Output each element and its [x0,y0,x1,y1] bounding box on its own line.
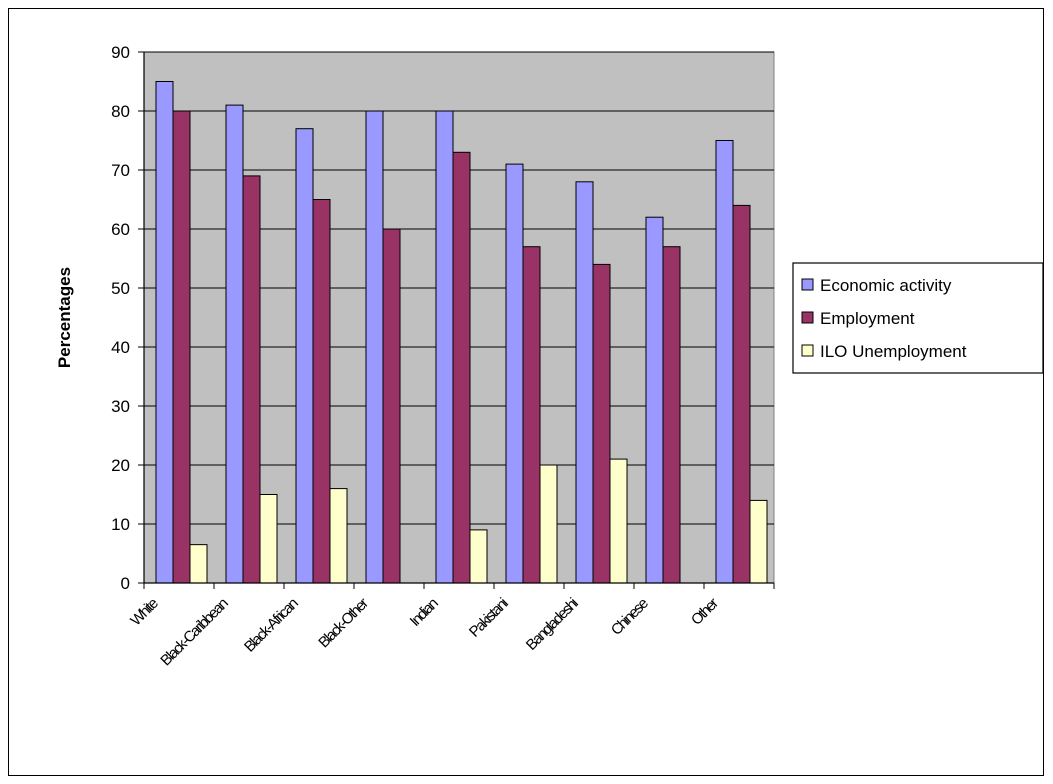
bar-ilo-unemployment-black-african [329,488,348,584]
y-tick-label: 70 [111,161,130,180]
legend-swatch [801,278,814,291]
axes [138,51,775,589]
y-tick-label: 30 [111,397,130,416]
bar-economic-activity-other [715,140,734,584]
bar-ilo-unemployment-indian [469,529,488,584]
x-tick-label: Black-Other [315,595,372,652]
y-tick-label: 60 [111,220,130,239]
y-axis-title: Percentages [55,267,74,368]
bars [155,81,768,584]
x-tick-label: Bangladeshi [523,595,582,654]
bar-economic-activity-black-other [365,110,384,584]
bar-ilo-unemployment-white [189,544,208,584]
bar-ilo-unemployment-other [749,499,768,584]
y-tick-label: 80 [111,102,130,121]
bar-economic-activity-white [155,81,174,584]
y-tick-label: 20 [111,456,130,475]
bar-employment-other [732,204,751,584]
x-tick-label: Indian [407,595,442,630]
x-tick-label: Other [688,595,722,629]
bar-economic-activity-bangladeshi [575,181,594,584]
x-tick-label: Black-African [241,595,302,656]
y-tick-labels: 0 10 20 30 40 50 60 70 80 90 [111,43,130,593]
bar-employment-black-african [312,199,331,584]
x-tick-label: White [127,595,161,629]
legend: Economic activity Employment ILO Unemploym… [792,262,1044,374]
y-tick-label: 10 [111,515,130,534]
legend-label: Employment [820,309,915,328]
bar-ilo-unemployment-pakistani [539,464,558,584]
bar-economic-activity-black-caribbean [225,104,244,584]
bar-economic-activity-black-african [295,128,314,584]
bar-employment-pakistani [522,246,541,584]
bar-employment-bangladeshi [592,263,611,584]
bar-employment-indian [452,151,471,584]
y-tick-label: 0 [121,574,130,593]
legend-swatch [801,311,814,324]
bar-economic-activity-indian [435,110,454,584]
legend-label: ILO Unemployment [820,342,967,361]
bar-employment-chinese [662,246,681,584]
x-tick-label: Black-Caribbean [157,595,231,669]
bar-employment-white [172,110,191,584]
legend-label: Economic activity [820,276,952,295]
bar-ilo-unemployment-bangladeshi [609,458,628,584]
bar-employment-black-caribbean [242,175,261,584]
y-tick-label: 90 [111,43,130,62]
legend-swatch [801,344,814,357]
legend-box [792,262,1044,374]
y-tick-label: 50 [111,279,130,298]
bar-economic-activity-chinese [645,216,664,584]
y-tick-label: 40 [111,338,130,357]
bar-employment-black-other [382,228,401,584]
bar-ilo-unemployment-black-caribbean [259,494,278,584]
x-tick-label: Chinese [608,595,652,639]
bar-economic-activity-pakistani [505,163,524,584]
x-tick-label: Pakistani [466,595,512,641]
